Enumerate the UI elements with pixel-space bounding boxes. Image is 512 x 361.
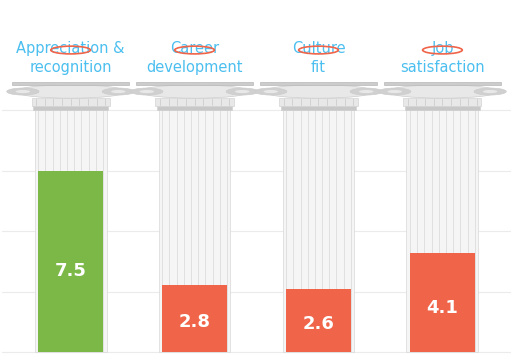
Ellipse shape [15,90,30,93]
Bar [162,284,227,352]
Ellipse shape [102,88,135,95]
Text: 2.8: 2.8 [179,313,210,331]
Ellipse shape [226,88,259,95]
Ellipse shape [350,88,382,95]
Ellipse shape [483,90,498,93]
Bar [12,82,130,85]
Ellipse shape [263,85,374,98]
Bar [136,82,253,85]
Bar [32,98,110,106]
Ellipse shape [7,88,39,95]
Ellipse shape [264,90,278,93]
Ellipse shape [111,90,125,93]
Bar [286,290,351,352]
Bar [33,106,108,110]
Ellipse shape [378,88,411,95]
Text: Job
satisfaction: Job satisfaction [400,41,485,75]
Ellipse shape [387,85,498,98]
Bar [157,106,232,110]
Bar [407,110,478,352]
Ellipse shape [15,85,126,98]
Bar [410,253,475,352]
Text: Appreciation &
recognition: Appreciation & recognition [16,41,125,75]
Text: 2.6: 2.6 [303,315,334,333]
Text: Career
development: Career development [146,41,243,75]
Ellipse shape [235,90,249,93]
Text: 7.5: 7.5 [55,262,87,280]
Bar [281,106,356,110]
Ellipse shape [474,88,506,95]
Text: 4.1: 4.1 [426,299,458,317]
Bar [403,98,481,106]
Bar [383,82,501,85]
Bar [159,110,230,352]
Bar [38,171,103,352]
Bar [35,110,106,352]
Ellipse shape [388,90,402,93]
Ellipse shape [359,90,373,93]
Bar [156,98,233,106]
Bar [260,82,377,85]
Ellipse shape [254,88,287,95]
Bar [280,98,357,106]
Bar [283,110,354,352]
Text: Culture
fit: Culture fit [292,41,345,75]
Ellipse shape [140,90,154,93]
Ellipse shape [131,88,163,95]
Ellipse shape [139,85,250,98]
Bar [406,106,480,110]
